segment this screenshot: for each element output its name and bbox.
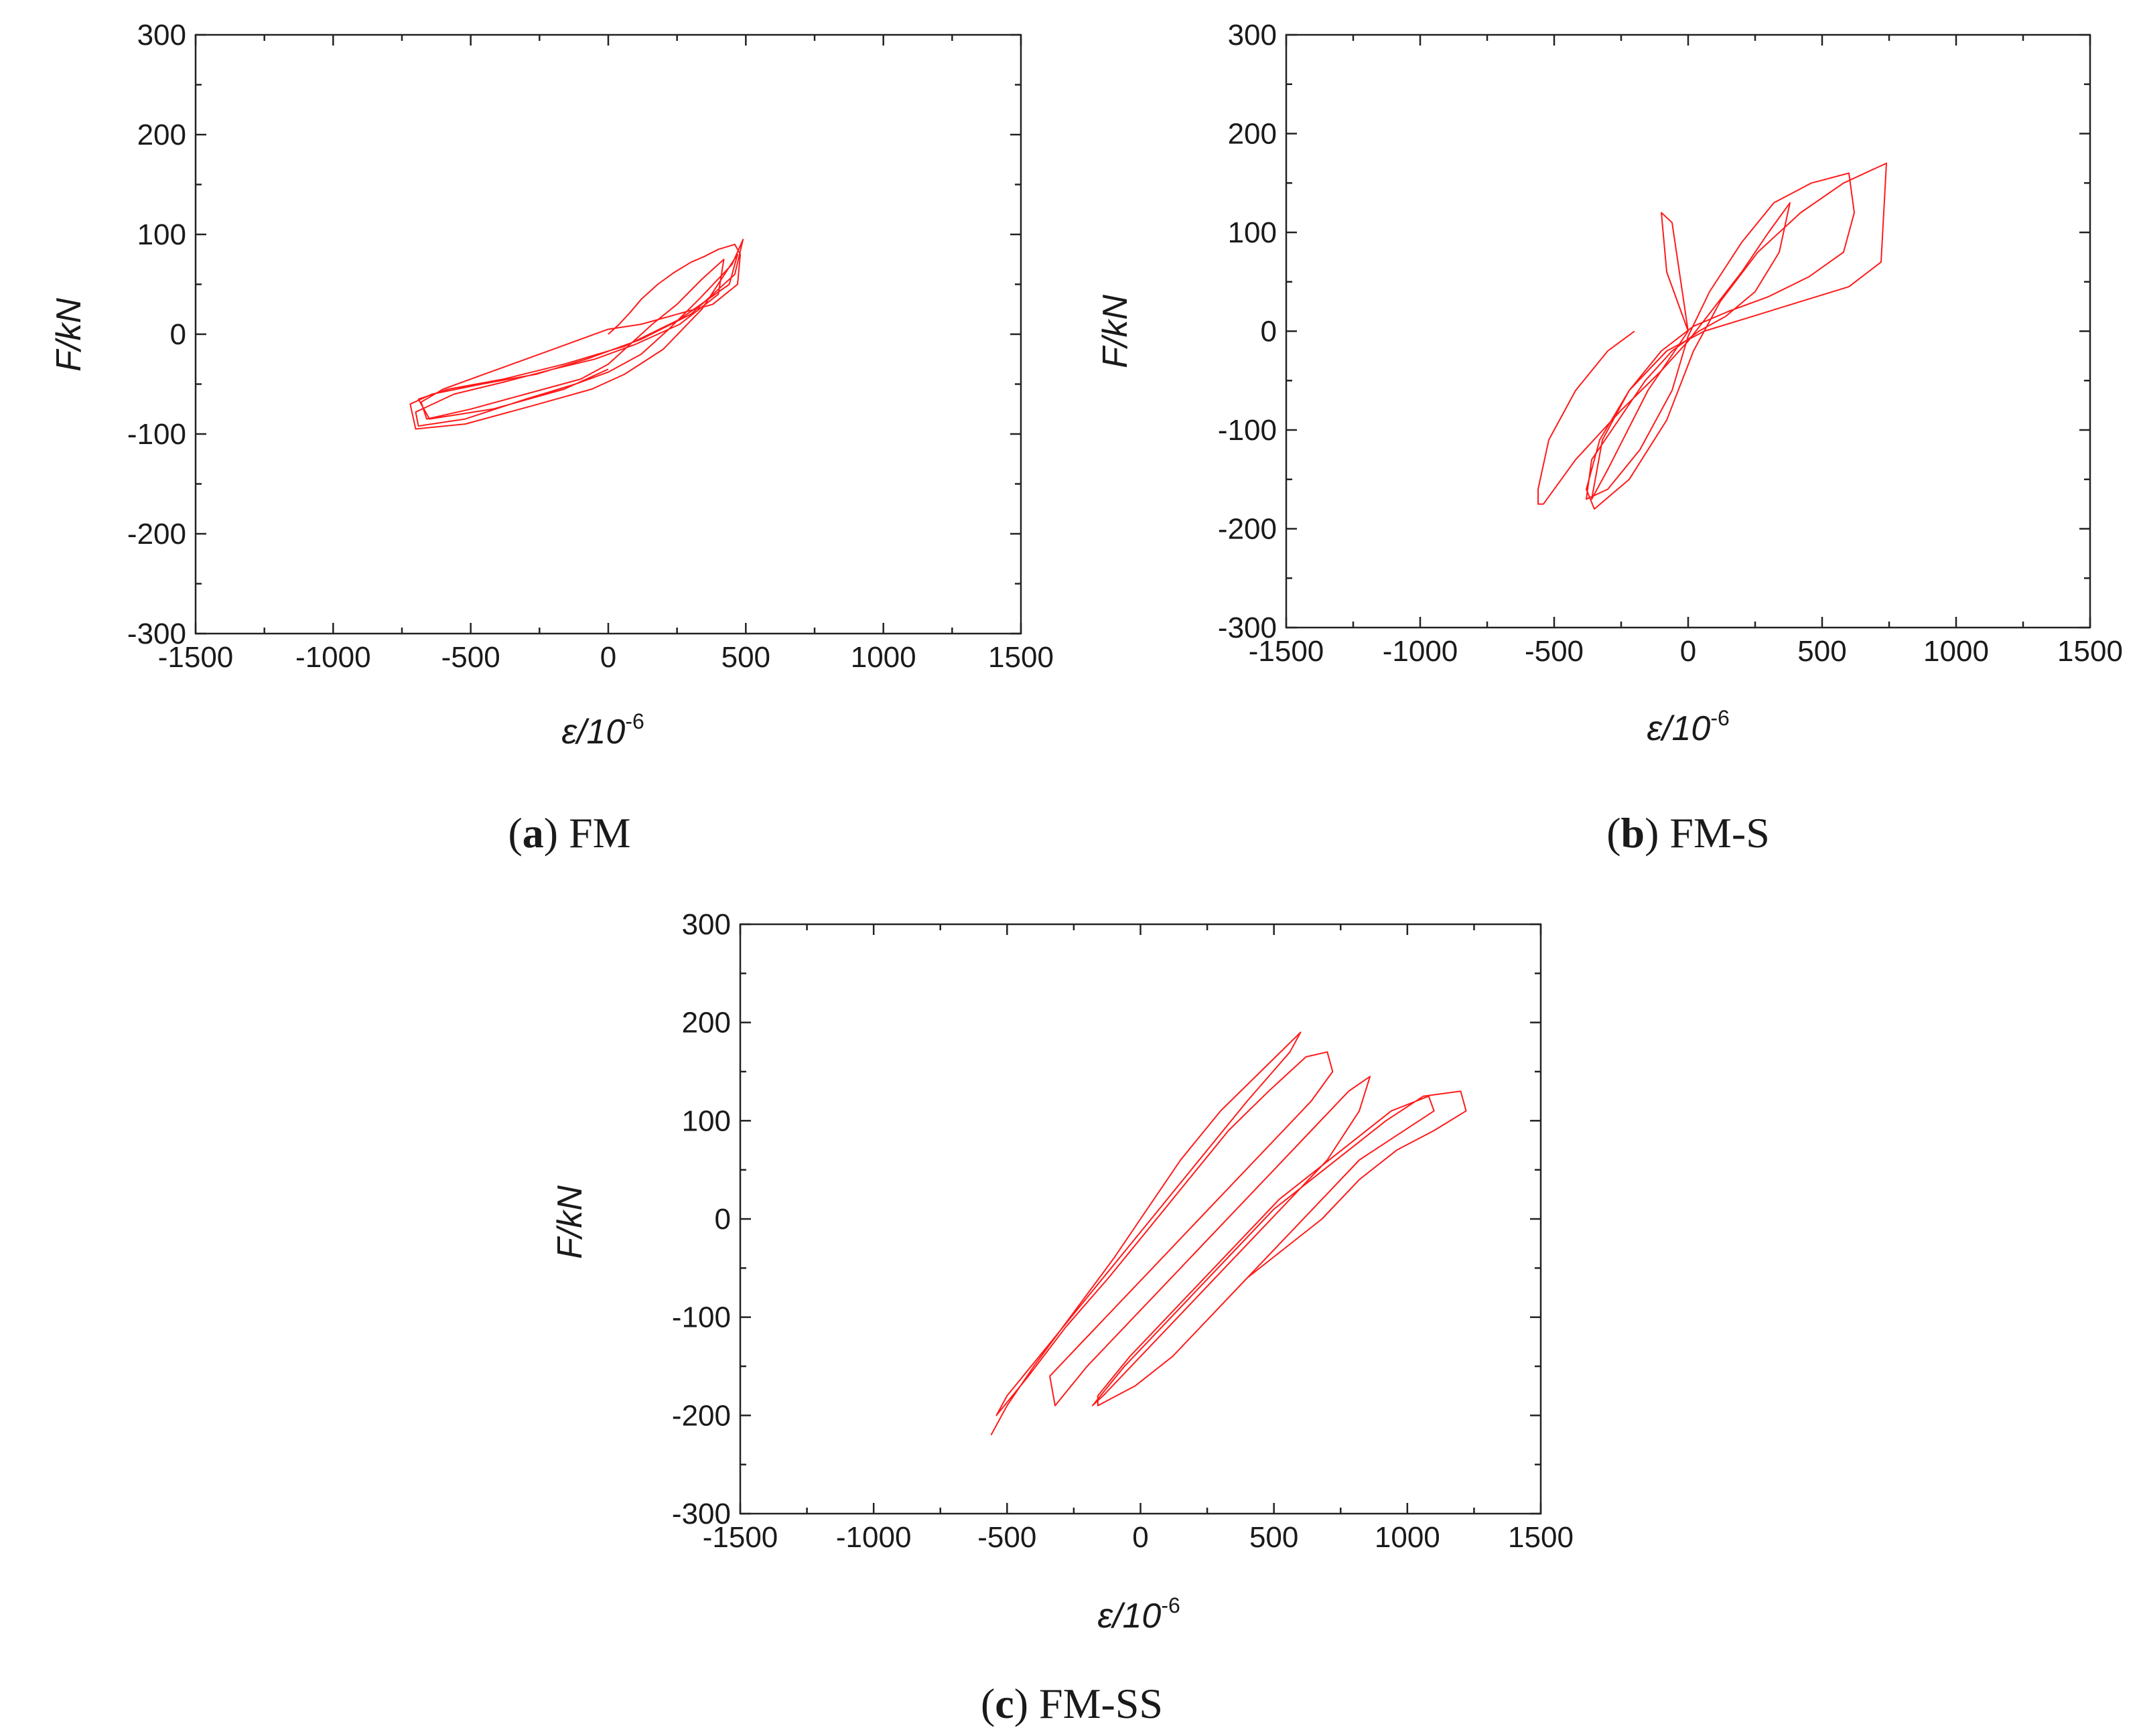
y-axis-label-text: F/kN <box>1096 295 1135 368</box>
x-tick-label: -1000 <box>295 641 371 674</box>
x-axis-label-exponent: -6 <box>625 709 644 733</box>
y-axis-label-text: F/kN <box>551 1185 590 1259</box>
y-axis-label-text: F/kN <box>50 298 88 372</box>
x-axis-label: ε/10-6 <box>1647 706 1730 748</box>
y-tick-label: -300 <box>1218 611 1277 644</box>
y-tick-label: -100 <box>127 418 186 451</box>
x-tick-label: -500 <box>977 1521 1036 1554</box>
x-tick-label: -500 <box>1525 635 1584 668</box>
x-tick-label: 1000 <box>1375 1521 1440 1554</box>
x-tick-label: 1500 <box>2057 635 2123 668</box>
chart-panel-fm-s: -1500 -1000 -500 0 500 1000 1500 -300-200-1000… <box>1096 19 2123 857</box>
y-tick-label: 100 <box>137 218 186 251</box>
caption: (b) FM-S <box>1606 809 1770 857</box>
x-tick-label: -1000 <box>836 1521 912 1554</box>
tick-marks <box>739 923 1542 1515</box>
caption: (a) FM <box>508 809 630 857</box>
y-tick-label: -300 <box>672 1498 731 1530</box>
y-tick-label: 0 <box>170 318 186 351</box>
y-axis-label: F/kN <box>1096 295 1135 368</box>
x-tick-labels: -1500 -1000 -500 0 500 1000 1500 <box>1249 635 2123 668</box>
caption-title: FM-S <box>1669 809 1769 857</box>
caption-title: FM-SS <box>1039 1680 1163 1727</box>
x-tick-label: 500 <box>721 641 770 674</box>
x-tick-label: 0 <box>1132 1521 1148 1554</box>
series-line-fm-ss <box>990 1031 1467 1436</box>
x-tick-label: -1500 <box>1249 635 1324 668</box>
x-tick-label: -500 <box>441 641 500 674</box>
y-tick-labels: -300 -200 -100 0 100 200 300 <box>127 19 186 650</box>
x-axis-label: ε/10-6 <box>1097 1593 1180 1636</box>
y-tick-label: 100 <box>1228 216 1277 249</box>
y-tick-label: 200 <box>137 119 186 151</box>
caption-title: FM <box>569 809 631 857</box>
x-axis-label-text: ε/10 <box>1647 709 1710 748</box>
x-tick-label: 1000 <box>1923 635 1989 668</box>
y-tick-label: -200 <box>127 518 186 551</box>
y-tick-label: 200 <box>682 1007 731 1039</box>
y-tick-labels: -300 -200 -100 0 100 200 300 <box>1218 19 1277 644</box>
series-line-fm <box>409 238 744 430</box>
x-axis-label-text: ε/10 <box>1097 1597 1161 1636</box>
x-axis-label: ε/10-6 <box>561 709 644 751</box>
caption-letter: a <box>523 809 544 857</box>
x-tick-label: -1000 <box>1383 635 1458 668</box>
x-tick-labels: -1500 -1000 -500 0 500 1000 1500 <box>703 1521 1574 1554</box>
y-tick-label: -100 <box>1218 414 1277 447</box>
x-tick-label: 1500 <box>1508 1521 1574 1554</box>
x-tick-label: 1500 <box>988 641 1054 674</box>
y-tick-label: 300 <box>682 908 731 941</box>
x-tick-label: 500 <box>1249 1521 1298 1554</box>
x-axis-label-exponent: -6 <box>1161 1593 1180 1617</box>
x-tick-labels: -1500 -1000 -500 0 500 1000 1500 <box>158 641 1054 674</box>
y-tick-label: -300 <box>127 618 186 650</box>
caption-letter: c <box>995 1680 1014 1727</box>
y-axis-label: F/kN <box>50 298 88 372</box>
x-tick-label: 1000 <box>851 641 916 674</box>
y-tick-label: 0 <box>715 1203 731 1236</box>
x-tick-label: -1500 <box>158 641 234 674</box>
x-tick-label: 500 <box>1797 635 1846 668</box>
tick-marks <box>1285 33 2091 629</box>
x-tick-label: 0 <box>1680 635 1696 668</box>
tick-marks <box>194 33 1022 635</box>
x-axis-label-exponent: -6 <box>1710 706 1729 730</box>
y-tick-label: 0 <box>1261 315 1277 348</box>
y-tick-labels: -300 -200 -100 0 100 200 300 <box>672 908 731 1530</box>
y-axis-label: F/kN <box>551 1185 590 1259</box>
chart-panel-fm: -1500 -1000 -500 0 500 1000 1500 -300-200-1000… <box>50 19 1054 857</box>
y-tick-label: 300 <box>1228 19 1277 52</box>
y-tick-label: 100 <box>682 1104 731 1137</box>
y-tick-label: -100 <box>672 1301 731 1334</box>
y-tick-label: 300 <box>137 19 186 52</box>
chart-panel-fm-ss: -1500 -1000 -500 0 500 1000 1500 -300-200-1000… <box>551 908 1574 1727</box>
x-tick-label: -1500 <box>703 1521 778 1554</box>
caption-letter: b <box>1621 809 1645 857</box>
series-line-fm-s <box>1537 162 1887 510</box>
y-tick-label: -200 <box>1218 513 1277 546</box>
y-tick-label: 200 <box>1228 118 1277 151</box>
caption: (c) FM-SS <box>981 1680 1163 1727</box>
x-axis-label-text: ε/10 <box>561 713 625 751</box>
x-tick-label: 0 <box>600 641 616 674</box>
y-tick-label: -200 <box>672 1399 731 1432</box>
